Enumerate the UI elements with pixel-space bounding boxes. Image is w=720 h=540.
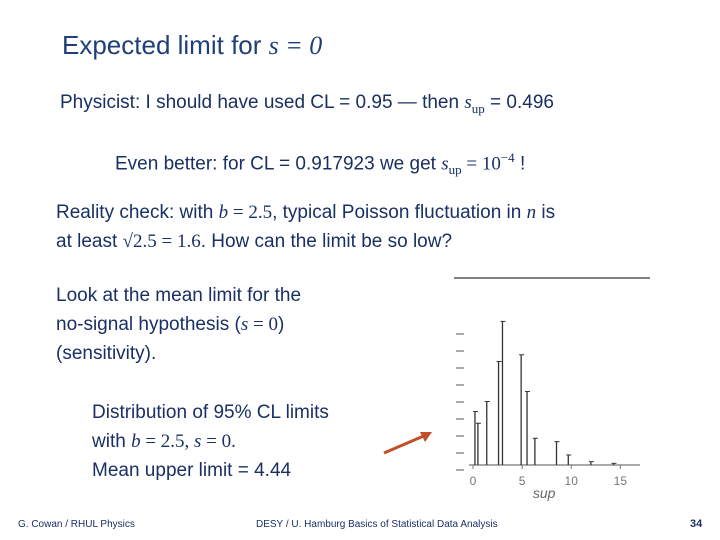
x-tick-label: 10 — [565, 474, 579, 488]
x-tick-label: 15 — [614, 474, 628, 488]
physicist-var: s — [464, 92, 472, 113]
look-line3: (sensitivity). — [56, 343, 157, 364]
reality-b-val: = 2.5 — [228, 202, 273, 223]
look-2b: ) — [277, 314, 285, 335]
reality-2math: √2.5 = 1.6 — [122, 231, 201, 252]
title-text: Expected limit for — [62, 30, 269, 60]
arrow-icon — [383, 432, 432, 455]
physicist-sub: up — [471, 100, 485, 116]
better-exp: −4 — [500, 150, 515, 165]
reality-1c: , typical Poisson fluctuation in — [272, 202, 527, 223]
better-var: s — [441, 153, 449, 175]
x-tick-label: 5 — [519, 474, 526, 488]
dist-b-val: = 2.5, — [140, 431, 195, 452]
physicist-line: Physicist: I should have used CL = 0.95 … — [60, 92, 554, 117]
x-tick-label: 0 — [470, 474, 477, 488]
look-2a: no-signal hypothesis ( — [56, 314, 241, 335]
physicist-prefix: Physicist: I should have used CL = 0.95 … — [60, 92, 465, 113]
reality-1a: Reality check: with — [56, 202, 219, 223]
reality-line1: Reality check: with b = 2.5, typical Poi… — [56, 202, 555, 224]
dist-2a: with — [92, 431, 132, 452]
footer-author: G. Cowan / RHUL Physics — [18, 519, 135, 530]
slide-title: Expected limit for s = 0 — [62, 30, 322, 61]
reality-n-var: n — [526, 202, 537, 223]
page-number: 34 — [690, 518, 703, 530]
look-s-var: s — [240, 314, 249, 335]
reality-b-var: b — [218, 202, 229, 223]
look-line2: no-signal hypothesis (s = 0) — [56, 314, 284, 336]
look-line1: Look at the mean limit for the — [56, 285, 302, 306]
better-line: Even better: for CL = 0.917923 we get su… — [115, 150, 525, 178]
dist-s-val: = 0. — [201, 431, 236, 452]
dist-line1: Distribution of 95% CL limits — [92, 402, 329, 423]
better-prefix: Even better: for CL = 0.917923 we get — [115, 153, 442, 175]
reality-1e: is — [536, 202, 556, 223]
dist-line3: Mean upper limit = 4.44 — [92, 460, 292, 481]
footer-course: DESY / U. Hamburg Basics of Statistical … — [256, 519, 498, 530]
better-sub: up — [448, 162, 462, 178]
title-math: s = 0 — [268, 31, 323, 60]
dist-line2: with b = 2.5, s = 0. — [92, 431, 236, 453]
x-axis-label: sup — [533, 485, 556, 501]
dist-b-var: b — [131, 431, 141, 452]
dist-s-var: s — [194, 431, 202, 452]
reality-line2: at least √2.5 = 1.6. How can the limit b… — [56, 231, 452, 253]
look-s-val: = 0 — [248, 314, 278, 335]
better-suffix: ! — [514, 153, 526, 175]
limit-histogram: 0 5 10 15 sup — [454, 277, 650, 501]
reality-2b: . How can the limit be so low? — [200, 231, 453, 252]
reality-2a: at least — [56, 231, 123, 252]
physicist-value: = 0.496 — [484, 92, 554, 113]
better-eq: = 10 — [461, 153, 501, 175]
